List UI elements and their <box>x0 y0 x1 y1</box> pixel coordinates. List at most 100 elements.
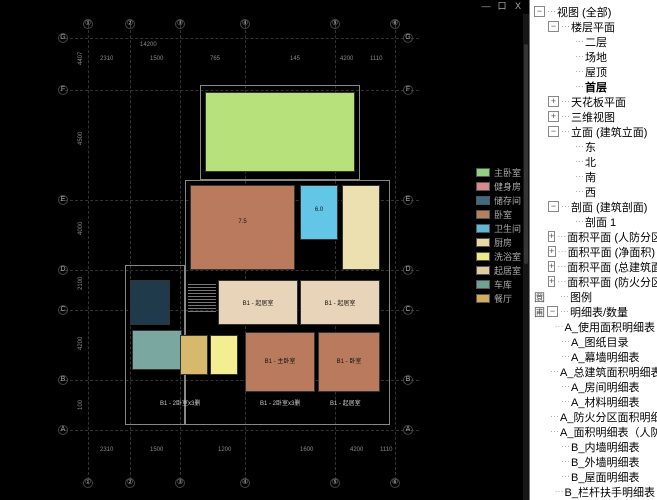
tree-node[interactable]: ⋯三维视图 <box>534 109 655 124</box>
room-9[interactable] <box>180 335 208 375</box>
tree-node-label: 明细表/数量 <box>570 304 628 320</box>
expand-icon[interactable] <box>548 276 555 287</box>
legend-swatch <box>476 294 490 303</box>
legend-row: 主卧室 <box>476 165 521 179</box>
room-5[interactable]: 6.0 <box>300 185 338 240</box>
room-7[interactable]: B1 - 起居室 <box>218 280 298 325</box>
tree-node-label: 面积平面 (总建筑面积) <box>567 259 657 275</box>
dimension-label: 1500 <box>150 56 163 62</box>
room-12[interactable]: B1 - 卧室 <box>318 332 380 392</box>
legend-label: 卧室 <box>494 208 512 221</box>
tree-spacer <box>548 351 559 362</box>
room-4[interactable]: 7.5 <box>190 185 295 270</box>
tree-prefix-icon: 圜 <box>534 289 545 305</box>
tree-node[interactable]: ⋯面积平面 (人防分区面积) <box>534 229 655 244</box>
tree-node[interactable]: ⋯北 <box>534 154 655 169</box>
tree-node-label: 东 <box>585 139 596 155</box>
tree-node[interactable]: ⋯东 <box>534 139 655 154</box>
canvas-scrollbar[interactable] <box>523 14 529 500</box>
tree-spacer <box>562 36 573 47</box>
expand-icon[interactable] <box>548 111 559 122</box>
tree-node-label: 剖面 1 <box>585 214 616 230</box>
tree-node[interactable]: ⋯楼层平面 <box>534 19 655 34</box>
tree-node-label: B_内墙明细表 <box>571 439 639 455</box>
tree-node[interactable]: ⋯面积平面 (净面积) <box>534 244 655 259</box>
legend-swatch <box>476 224 490 233</box>
project-browser[interactable]: ⋯视图 (全部)⋯楼层平面⋯二层⋯场地⋯屋顶⋯首层⋯天花板平面⋯三维视图⋯立面 … <box>529 0 657 500</box>
room-6[interactable] <box>342 185 380 270</box>
tree-node[interactable]: ⋯A_图纸目录 <box>534 334 655 349</box>
tree-node[interactable]: ⋯A_材料明细表 <box>534 394 655 409</box>
tree-node-label: 立面 (建筑立面) <box>571 124 647 140</box>
tree-node[interactable]: ⋯剖面 (建筑剖面) <box>534 199 655 214</box>
tree-node[interactable]: ⋯面积平面 (防火分区面积) <box>534 274 655 289</box>
room-11[interactable]: B1 - 主卧室 <box>245 332 315 392</box>
legend-row: 健身房 <box>476 179 521 193</box>
room-8[interactable]: B1 - 起居室 <box>300 280 380 325</box>
room-10[interactable] <box>210 335 238 375</box>
tree-node[interactable]: ⋯A_使用面积明细表 <box>534 319 655 334</box>
legend-label: 主卧室 <box>494 166 521 179</box>
expand-icon[interactable] <box>548 246 556 257</box>
tree-node[interactable]: ⋯A_面积明细表（人防面积） <box>534 424 655 439</box>
room-1[interactable] <box>205 92 355 172</box>
tree-node[interactable]: ⋯B_内墙明细表 <box>534 439 655 454</box>
tree-node[interactable]: ⋯A_幕墙明细表 <box>534 349 655 364</box>
close-icon[interactable]: X <box>513 2 523 12</box>
tree-node[interactable]: ⋯首层 <box>534 79 655 94</box>
tree-node[interactable]: ⋯B_外墙明细表 <box>534 454 655 469</box>
collapse-icon[interactable] <box>534 6 545 17</box>
expand-icon[interactable] <box>548 96 559 107</box>
tree-node[interactable]: 圃⋯明细表/数量 <box>534 304 655 319</box>
legend-swatch <box>476 196 490 205</box>
grid-row-marker: E <box>58 195 68 205</box>
tree-node[interactable]: ⋯面积平面 (总建筑面积) <box>534 259 655 274</box>
tree-node[interactable]: ⋯天花板平面 <box>534 94 655 109</box>
tree-node[interactable]: ⋯剖面 1 <box>534 214 655 229</box>
tree-node[interactable]: ⋯二层 <box>534 34 655 49</box>
tree-node[interactable]: ⋯A_总建筑面积明细表 <box>534 364 655 379</box>
drawing-canvas[interactable]: — 口 X ①①②②③③④④⑤⑤⑥⑥AABBCCDDEEFFGG 7.56.0B… <box>0 0 529 500</box>
legend-row: 洗浴室 <box>476 249 521 263</box>
legend-row: 车库 <box>476 277 521 291</box>
legend-swatch <box>476 238 490 247</box>
maximize-icon[interactable]: 口 <box>497 2 507 12</box>
tree-node[interactable]: ⋯B_栏杆扶手明细表 <box>534 484 655 499</box>
minimize-icon[interactable]: — <box>481 2 491 12</box>
tree-spacer <box>548 381 559 392</box>
tree-node[interactable]: 圜⋯图例 <box>534 289 655 304</box>
tree-spacer <box>562 156 573 167</box>
collapse-icon[interactable] <box>547 306 558 317</box>
tree-spacer <box>548 471 559 482</box>
room-2[interactable] <box>130 280 170 325</box>
dimension-label: 1110 <box>370 56 382 62</box>
tree-node-label: 图例 <box>570 289 592 305</box>
tree-node[interactable]: ⋯B_屋面明细表 <box>534 469 655 484</box>
tree-node-label: 西 <box>585 184 596 200</box>
tree-node[interactable]: ⋯场地 <box>534 49 655 64</box>
tree-node-label: B_屋面明细表 <box>571 469 639 485</box>
tree-spacer <box>548 336 559 347</box>
tree-node[interactable]: ⋯视图 (全部) <box>534 4 655 19</box>
tree-spacer <box>548 441 559 452</box>
tree-node[interactable]: ⋯A_防火分区面积明细表 <box>534 409 655 424</box>
tree-prefix-icon: 圃 <box>534 304 545 320</box>
tree-node[interactable]: ⋯A_房间明细表 <box>534 379 655 394</box>
tree-node-label: B_栏杆扶手明细表 <box>565 484 655 500</box>
tree-node-label: 首层 <box>585 79 607 95</box>
collapse-icon[interactable] <box>548 21 559 32</box>
expand-icon[interactable] <box>548 261 555 272</box>
legend-row: 餐厅 <box>476 291 521 305</box>
room-3[interactable] <box>132 330 182 370</box>
expand-icon[interactable] <box>548 231 555 242</box>
legend-label: 餐厅 <box>494 292 512 305</box>
tree-node-label: 二层 <box>585 34 607 50</box>
tree-node[interactable]: ⋯屋顶 <box>534 64 655 79</box>
tree-node[interactable]: ⋯西 <box>534 184 655 199</box>
legend-swatch <box>476 252 490 261</box>
collapse-icon[interactable] <box>548 126 559 137</box>
tree-node[interactable]: ⋯南 <box>534 169 655 184</box>
tree-node[interactable]: ⋯立面 (建筑立面) <box>534 124 655 139</box>
collapse-icon[interactable] <box>548 201 559 212</box>
tree-spacer <box>548 396 559 407</box>
